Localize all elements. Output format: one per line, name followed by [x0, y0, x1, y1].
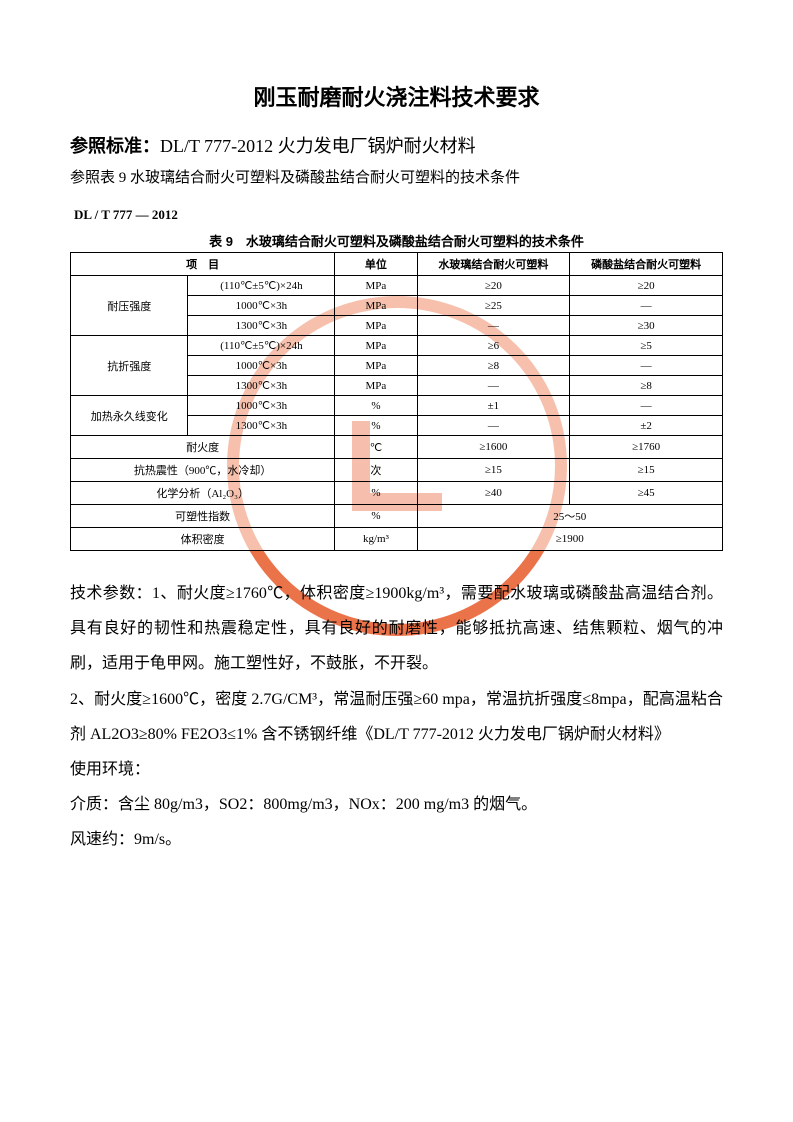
standard-label: 参照标准： — [70, 136, 160, 156]
table-row: 体积密度kg/m³≥1900 — [71, 528, 723, 551]
table-body: 耐压强度(110℃±5℃)×24hMPa≥20≥201000℃×3hMPa≥25… — [71, 276, 723, 551]
row-value-2: ≥15 — [570, 459, 723, 482]
row-condition: 1300℃×3h — [188, 376, 335, 396]
paragraph-4: 介质：含尘 80g/m3，SO2：800mg/m3，NOx：200 mg/m3 … — [70, 787, 723, 822]
row-value-merged: 25～50 — [417, 505, 722, 528]
row-label: 抗热震性（900℃，水冷却） — [71, 459, 335, 482]
row-unit: MPa — [335, 296, 417, 316]
row-group: 加热永久线变化 — [71, 396, 188, 436]
table-row: 耐压强度(110℃±5℃)×24hMPa≥20≥20 — [71, 276, 723, 296]
row-value-2: ≥20 — [570, 276, 723, 296]
row-value-2: ±2 — [570, 416, 723, 436]
th-item: 项 目 — [71, 253, 335, 276]
row-condition: 1000℃×3h — [188, 356, 335, 376]
paragraph-1: 技术参数：1、耐火度≥1760℃，体积密度≥1900kg/m³，需要配水玻璃或磷… — [70, 576, 723, 682]
row-value-1: — — [417, 316, 570, 336]
table-row: 抗热震性（900℃，水冷却）次≥15≥15 — [71, 459, 723, 482]
row-unit: % — [335, 396, 417, 416]
table-row: 抗折强度(110℃±5℃)×24hMPa≥6≥5 — [71, 336, 723, 356]
table-row: 可塑性指数%25～50 — [71, 505, 723, 528]
row-value-1: ≥20 — [417, 276, 570, 296]
th-col2: 磷酸盐结合耐火可塑料 — [570, 253, 723, 276]
row-unit: MPa — [335, 316, 417, 336]
row-condition: (110℃±5℃)×24h — [188, 336, 335, 356]
row-value-1: ≥8 — [417, 356, 570, 376]
th-unit: 单位 — [335, 253, 417, 276]
table-title: 表 9 水玻璃结合耐火可塑料及磷酸盐结合耐火可塑料的技术条件 — [70, 231, 723, 250]
paragraph-3: 使用环境： — [70, 752, 723, 787]
spec-table: 项 目 单位 水玻璃结合耐火可塑料 磷酸盐结合耐火可塑料 耐压强度(110℃±5… — [70, 252, 723, 551]
row-value-2: — — [570, 356, 723, 376]
row-condition: 1300℃×3h — [188, 316, 335, 336]
paragraph-5: 风速约：9m/s。 — [70, 822, 723, 857]
row-unit: MPa — [335, 276, 417, 296]
row-value-1: ≥1600 — [417, 436, 570, 459]
row-value-2: ≥8 — [570, 376, 723, 396]
row-group: 耐压强度 — [71, 276, 188, 336]
standard-reference: 参照标准：DL/T 777-2012 火力发电厂锅炉耐火材料 — [70, 132, 723, 158]
row-value-2: — — [570, 396, 723, 416]
row-group: 抗折强度 — [71, 336, 188, 396]
row-unit: kg/m³ — [335, 528, 417, 551]
row-value-1: ≥6 — [417, 336, 570, 356]
row-value-1: — — [417, 416, 570, 436]
table-row: 耐火度℃≥1600≥1760 — [71, 436, 723, 459]
row-value-2: ≥45 — [570, 482, 723, 505]
row-value-1: ≥25 — [417, 296, 570, 316]
row-condition: (110℃±5℃)×24h — [188, 276, 335, 296]
table-row: 加热永久线变化1000℃×3h%±1— — [71, 396, 723, 416]
row-value-2: ≥5 — [570, 336, 723, 356]
row-unit: ℃ — [335, 436, 417, 459]
row-label: 耐火度 — [71, 436, 335, 459]
row-value-2: ≥1760 — [570, 436, 723, 459]
row-value-2: ≥30 — [570, 316, 723, 336]
row-condition: 1300℃×3h — [188, 416, 335, 436]
row-value-1: ≥15 — [417, 459, 570, 482]
row-unit: % — [335, 505, 417, 528]
row-value-1: ±1 — [417, 396, 570, 416]
row-value-2: — — [570, 296, 723, 316]
std-header-code: DL / T 777 — 2012 — [74, 207, 723, 223]
standard-name: 火力发电厂锅炉耐火材料 — [273, 136, 476, 156]
table-row: 化学分析（Al₂O₃）%≥40≥45 — [71, 482, 723, 505]
row-condition: 1000℃×3h — [188, 396, 335, 416]
page-title: 刚玉耐磨耐火浇注料技术要求 — [70, 80, 723, 112]
row-label: 化学分析（Al₂O₃） — [71, 482, 335, 505]
standard-code: DL/T 777-2012 — [160, 136, 273, 156]
row-unit: MPa — [335, 356, 417, 376]
row-label: 可塑性指数 — [71, 505, 335, 528]
row-unit: MPa — [335, 336, 417, 356]
table-header-row: 项 目 单位 水玻璃结合耐火可塑料 磷酸盐结合耐火可塑料 — [71, 253, 723, 276]
table-wrapper: 表 9 水玻璃结合耐火可塑料及磷酸盐结合耐火可塑料的技术条件 项 目 单位 水玻… — [70, 231, 723, 551]
row-value-1: ≥40 — [417, 482, 570, 505]
body-text: 技术参数：1、耐火度≥1760℃，体积密度≥1900kg/m³，需要配水玻璃或磷… — [70, 576, 723, 858]
row-label: 体积密度 — [71, 528, 335, 551]
row-value-1: — — [417, 376, 570, 396]
row-unit: % — [335, 416, 417, 436]
paragraph-2: 2、耐火度≥1600℃，密度 2.7G/CM³，常温耐压强≥60 mpa，常温抗… — [70, 682, 723, 752]
th-col1: 水玻璃结合耐火可塑料 — [417, 253, 570, 276]
row-unit: 次 — [335, 459, 417, 482]
row-value-merged: ≥1900 — [417, 528, 722, 551]
reference-line: 参照表 9 水玻璃结合耐火可塑料及磷酸盐结合耐火可塑料的技术条件 — [70, 166, 723, 187]
row-unit: % — [335, 482, 417, 505]
row-unit: MPa — [335, 376, 417, 396]
row-condition: 1000℃×3h — [188, 296, 335, 316]
